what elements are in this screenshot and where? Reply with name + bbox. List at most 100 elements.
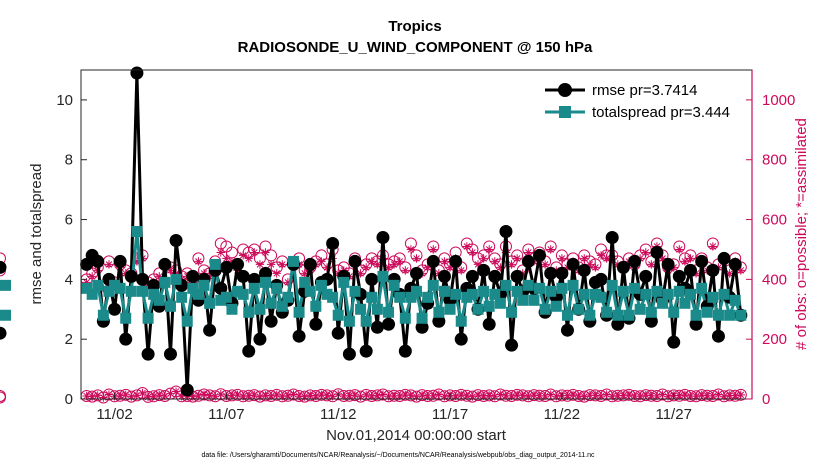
totalspread-point	[545, 285, 557, 297]
rmse-point	[644, 314, 658, 328]
totalspread-point	[394, 291, 406, 303]
obs-assimilated-low-point	[658, 390, 667, 399]
obs-assimilated-point	[384, 263, 393, 272]
y-axis-left: 0 2 4 6 8 10	[56, 92, 87, 408]
obs-assimilated-low-point	[412, 392, 421, 401]
x-tick-label: 11/12	[320, 406, 356, 423]
totalspread-point	[690, 309, 702, 321]
obs-assimilated-point	[602, 254, 611, 263]
obs-assimilated-low-point	[457, 390, 466, 400]
rmse-point	[437, 269, 451, 283]
obs-assimilated-low-point	[719, 392, 729, 401]
totalspread-point	[411, 285, 422, 297]
rmse-point	[415, 320, 429, 334]
totalspread-point	[550, 300, 562, 312]
obs-assimilated-low-point	[384, 392, 393, 401]
totalspread-point	[679, 297, 691, 309]
obs-assimilated-point	[389, 260, 399, 269]
totalspread-point	[388, 279, 400, 291]
obs-assimilated-point	[440, 257, 449, 266]
rmse-point	[231, 257, 245, 271]
obs-assimilated-low-point	[104, 390, 114, 399]
rmse-point	[219, 260, 233, 274]
totalspread-point	[567, 279, 579, 291]
obs-assimilated-low-point	[708, 391, 718, 401]
totalspread-point	[735, 309, 747, 321]
y-tick-label: 6	[65, 212, 73, 229]
obs-assimilated-point	[194, 257, 203, 266]
rmse-point	[560, 323, 574, 337]
x-tick-label: 11/17	[432, 406, 468, 423]
totalspread-point	[164, 300, 176, 312]
obs-assimilated-point	[641, 248, 650, 257]
rmse-point	[91, 254, 105, 268]
totalspread-point	[517, 294, 529, 306]
obs-assimilated-low-point	[524, 392, 533, 401]
totalspread-point	[237, 288, 249, 300]
obs-assimilated-low-point	[417, 390, 427, 400]
obs-assimilated-low-point	[641, 390, 650, 400]
rmse-point	[611, 317, 625, 331]
rmse-point	[555, 266, 569, 280]
obs-assimilated-low-point	[300, 392, 309, 401]
y-tick-label: 10	[56, 92, 73, 109]
obs-assimilated-point	[300, 269, 309, 278]
rmse-point	[616, 260, 630, 274]
obs-assimilated-low-point	[255, 392, 265, 401]
totalspread-point	[343, 315, 355, 327]
totalspread-point	[684, 288, 696, 300]
rmse-point	[292, 329, 306, 343]
totalspread-point	[645, 306, 657, 318]
rmse-point	[147, 278, 161, 292]
obs-assimilated-low-point	[127, 392, 136, 401]
y-tick-label: 2	[65, 331, 73, 348]
obs-assimilated-low-point	[703, 391, 712, 400]
totalspread-point	[573, 303, 585, 315]
totalspread-point	[612, 309, 624, 321]
totalspread-point	[383, 306, 395, 318]
obs-assimilated-low-point	[591, 391, 600, 400]
rmse-point	[594, 272, 608, 286]
totalspread-point	[215, 294, 227, 306]
rmse-point	[711, 329, 725, 343]
rmse-point	[566, 257, 580, 271]
totalspread-point	[377, 270, 389, 282]
obs-assimilated-point	[512, 254, 522, 263]
obs-assimilated-low-point	[585, 390, 595, 400]
obs-assimilated-point	[546, 245, 555, 254]
rmse-point	[454, 332, 468, 346]
obs-assimilated-low-point	[199, 390, 209, 399]
legend-rmse-label: rmse pr=3.7414	[592, 82, 697, 99]
totalspread-point	[416, 312, 428, 324]
obs-assimilated-low-point	[507, 391, 516, 401]
obs-assimilated-point	[216, 248, 225, 257]
rmse-point	[426, 254, 440, 268]
totalspread-point	[142, 312, 154, 324]
totalspread-point	[282, 291, 294, 303]
rmse-point	[186, 269, 200, 283]
totalspread-point	[707, 291, 719, 303]
rmse-point	[628, 254, 642, 268]
obs-assimilated-low-point	[373, 391, 382, 400]
obs-assimilated-low-point	[317, 390, 326, 400]
y2-axis-label: # of obs: o=possible; *=assimilated	[793, 118, 810, 350]
rmse-point	[728, 257, 742, 271]
obs-assimilated-point	[255, 260, 265, 269]
totalspread-point	[444, 303, 456, 315]
rmse-point	[158, 257, 172, 271]
obs-assimilated-point	[266, 260, 276, 269]
obs-assimilated-point	[462, 242, 472, 251]
obs-assimilated-low-point	[406, 391, 416, 400]
rmse-point	[236, 269, 250, 283]
obs-assimilated-low-point	[87, 392, 97, 401]
y-axis-right: 0 200 400 600 800 1000	[746, 70, 795, 408]
totalspread-point	[187, 282, 199, 294]
obs-assimilated-point	[99, 284, 108, 293]
legend-box	[540, 76, 740, 128]
rmse-point	[717, 251, 731, 265]
obs-assimilated-point	[496, 263, 505, 272]
obs-assimilated-point	[222, 254, 231, 263]
totalspread-point	[248, 282, 260, 294]
totalspread-point	[81, 282, 93, 294]
obs-assimilated-low-point	[529, 390, 539, 400]
